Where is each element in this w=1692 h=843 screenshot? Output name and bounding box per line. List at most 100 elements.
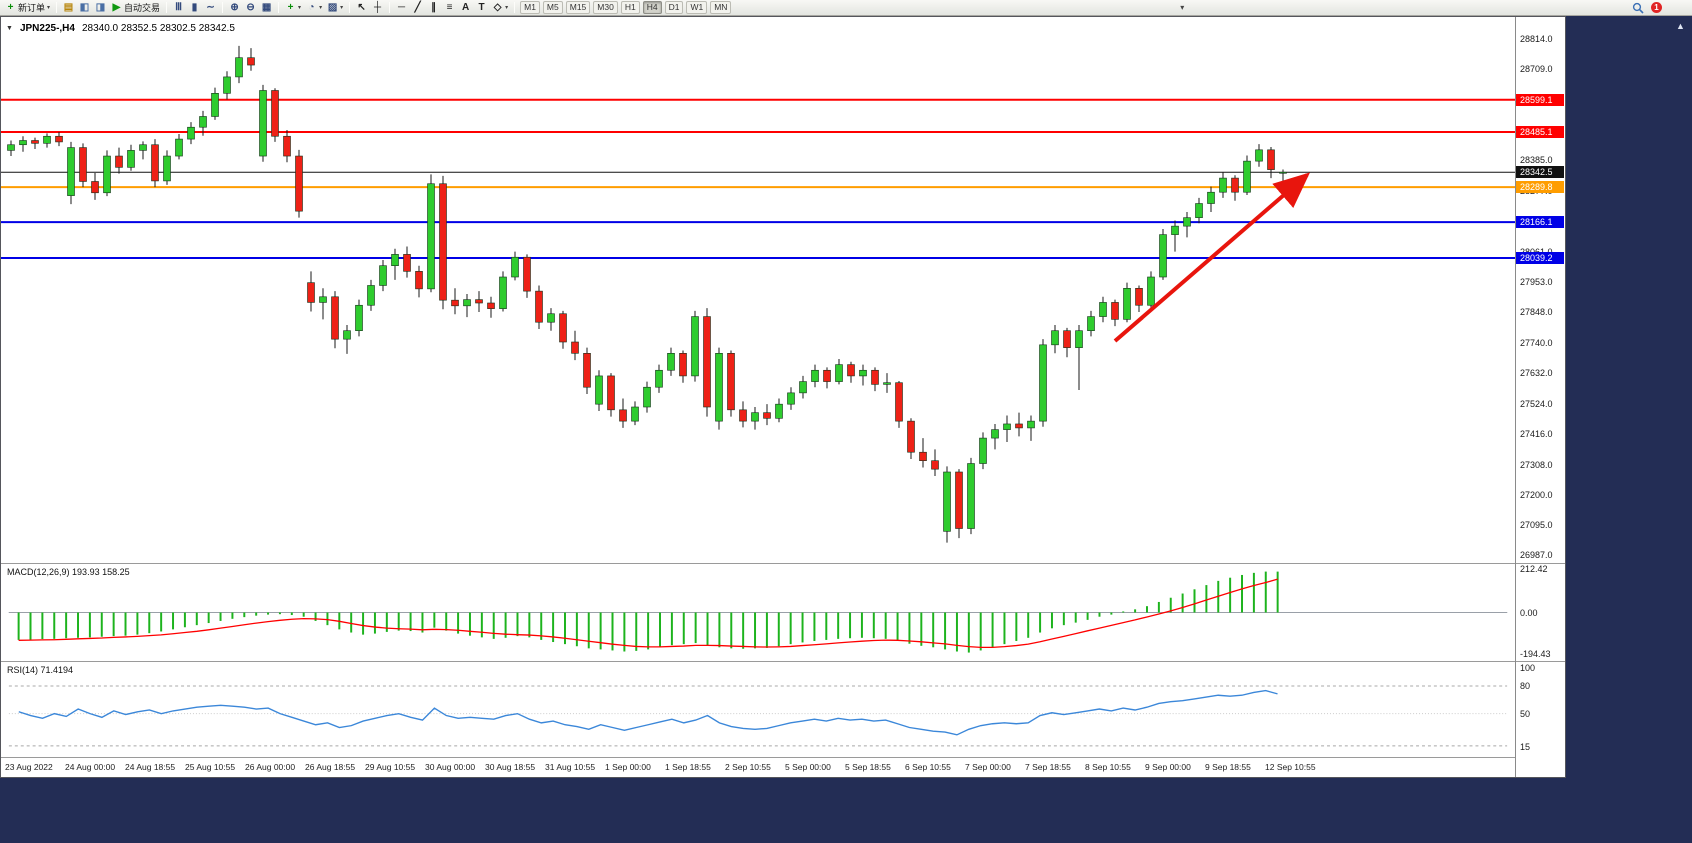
candle (115, 155, 123, 168)
search-button[interactable] (1630, 1, 1646, 15)
price-tick-label: 27848.0 (1520, 307, 1553, 318)
periods-icon: ◔ (308, 1, 315, 13)
price-tick-label: 28709.0 (1520, 63, 1553, 74)
candle (403, 254, 411, 272)
macd-plot[interactable] (1, 563, 1515, 661)
horizontal-line-button[interactable]: ─ (394, 1, 409, 15)
macd-indicator-label: MACD(12,26,9) 193.93 158.25 (5, 566, 132, 578)
new-order-button-label: 新订单 (18, 3, 46, 13)
candle (1135, 288, 1143, 306)
timeframe-button-m15[interactable]: M15 (565, 1, 591, 14)
timeframe-button-w1[interactable]: W1 (686, 1, 708, 14)
candle (259, 90, 267, 157)
autotrading-button[interactable]: ▶ 自动交易 (109, 1, 162, 15)
candle (451, 299, 459, 307)
candlestick-chart-button[interactable]: ▮ (187, 1, 202, 15)
tile-windows-button[interactable]: ▦ (259, 1, 274, 15)
new-order-button[interactable]: + 新订单 ▾ (3, 1, 52, 15)
candlestick-plot[interactable] (1, 17, 1515, 563)
candle (943, 471, 951, 532)
trendline-button[interactable]: ╱ (410, 1, 425, 15)
candle (715, 353, 723, 422)
line-chart-button[interactable]: ∼ (203, 1, 218, 15)
notification-badge[interactable]: 1 (1651, 2, 1663, 13)
level-price-badge: 28289.8 (1516, 181, 1564, 194)
candle (1171, 225, 1179, 235)
tile-windows-icon: ▦ (261, 1, 272, 13)
candle (883, 382, 891, 385)
time-tick-label: 9 Sep 18:55 (1205, 762, 1251, 772)
indicators-button[interactable]: + ▾ (283, 1, 303, 15)
candle (643, 386, 651, 408)
candle (979, 437, 987, 464)
zoom-in-button[interactable]: ⊕ (227, 1, 242, 15)
candle (367, 285, 375, 306)
time-tick-label: 26 Aug 00:00 (245, 762, 296, 772)
data-window-button[interactable]: ◧ (77, 1, 92, 15)
candle (355, 304, 363, 331)
market-watch-button[interactable]: ▤ (61, 1, 76, 15)
candle (871, 369, 879, 385)
text-label-button[interactable]: T (474, 1, 489, 15)
timeframe-button-m30[interactable]: M30 (593, 1, 618, 14)
timeframe-button-mn[interactable]: MN (710, 1, 732, 14)
price-tick-label: 28814.0 (1520, 34, 1553, 45)
level-price-badge: 28599.1 (1516, 93, 1564, 106)
fibonacci-button[interactable]: ≡ (442, 1, 457, 15)
zoom-out-button[interactable]: ⊖ (243, 1, 258, 15)
toolbar-separator (514, 2, 516, 13)
candle (427, 183, 435, 290)
candle (631, 406, 639, 422)
candle (163, 155, 171, 182)
line-chart-icon: ∼ (206, 1, 215, 13)
timeframe-button-m5[interactable]: M5 (542, 1, 563, 14)
timeframe-button-h4[interactable]: H4 (642, 1, 662, 14)
templates-icon: ▨ (327, 1, 338, 13)
price-tick-label: 26987.0 (1520, 550, 1553, 561)
workspace-scroll-up-icon[interactable]: ▲ (1676, 21, 1685, 31)
candle (247, 57, 255, 66)
shapes-button[interactable]: ◇ ▾ (490, 1, 510, 15)
price-axis-rsi[interactable]: 100 80 50 15 (1516, 661, 1565, 757)
candle (31, 140, 39, 144)
bar-chart-button[interactable]: Ⅲ (171, 1, 186, 15)
price-tick-label: 28385.0 (1520, 155, 1553, 166)
rsi-plot[interactable] (1, 661, 1515, 757)
timeframe-button-h1[interactable]: H1 (620, 1, 640, 14)
candle (607, 375, 615, 411)
price-axis[interactable]: 28814.028709.028601.028493.028385.028277… (1515, 17, 1565, 777)
one-click-trading-arrow[interactable]: ▼ (6, 25, 13, 32)
price-axis-main[interactable]: 28814.028709.028601.028493.028385.028277… (1516, 17, 1565, 563)
time-tick-label: 12 Sep 10:55 (1265, 762, 1316, 772)
trend-arrow-annotation[interactable] (1113, 172, 1311, 343)
templates-button[interactable]: ▨ ▾ (325, 1, 345, 15)
candle (1075, 330, 1083, 348)
toolbar-overflow-icon[interactable]: ▾ (1180, 3, 1185, 12)
candle (931, 460, 939, 470)
candle (703, 316, 711, 408)
navigator-button[interactable]: ◨ (93, 1, 108, 15)
price-tick-label: 27632.0 (1520, 368, 1553, 379)
candle (139, 144, 147, 151)
candle (283, 135, 291, 157)
text-button[interactable]: A (458, 1, 473, 15)
candle (1255, 149, 1263, 162)
time-axis[interactable]: 23 Aug 2022 24 Aug 00:00 24 Aug 18:55 25 Au… (1, 757, 1515, 776)
cursor-button[interactable]: ↖ (354, 1, 369, 15)
channel-button[interactable]: ∥ (426, 1, 441, 15)
candle (967, 463, 975, 529)
crosshair-button[interactable]: ┼ (370, 1, 385, 15)
candle (499, 276, 507, 309)
timeframe-button-d1[interactable]: D1 (664, 1, 684, 14)
rsi-indicator-label: RSI(14) 71.4194 (5, 664, 76, 676)
price-axis-macd[interactable]: 212.42 0.00 -194.43 (1516, 563, 1565, 661)
periods-button[interactable]: ◔ ▾ (304, 1, 324, 15)
candle (847, 364, 855, 377)
candle (103, 155, 111, 194)
new-order-icon: + (7, 1, 14, 13)
rsi-tick-label: 50 (1520, 709, 1531, 720)
toolbar-separator (56, 2, 58, 13)
autotrading-icon: ▶ (112, 1, 121, 13)
zoom-in-icon: ⊕ (230, 1, 239, 13)
timeframe-button-m1[interactable]: M1 (520, 1, 540, 14)
